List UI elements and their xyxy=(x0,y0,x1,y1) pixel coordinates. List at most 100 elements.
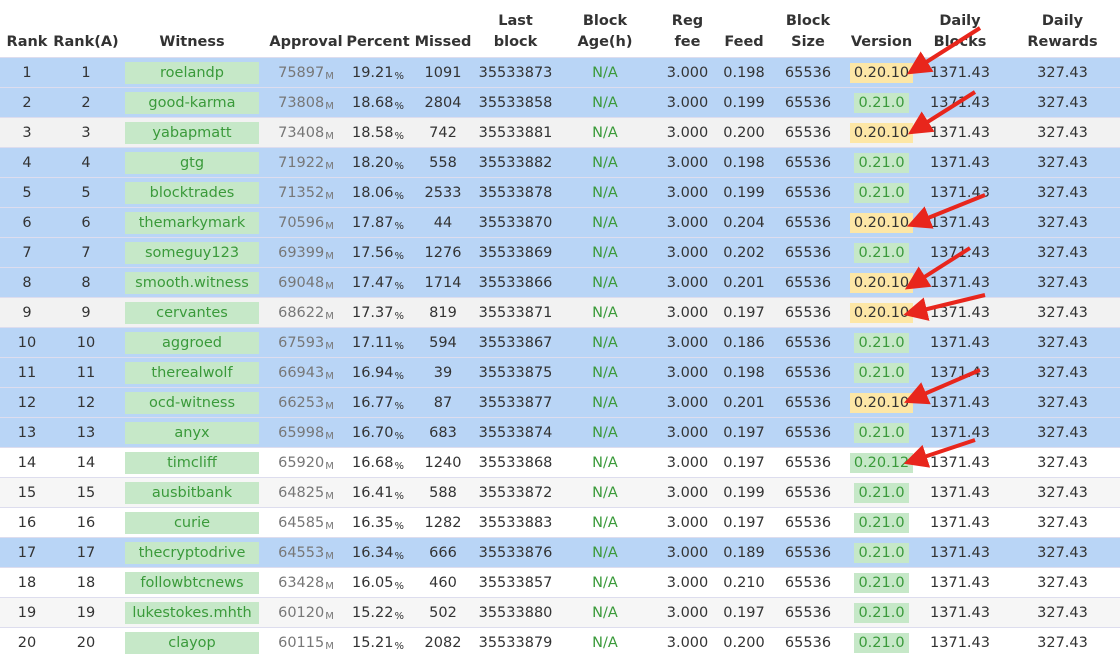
table-cell: 67593 M xyxy=(266,328,346,357)
cell-text: 35533877 xyxy=(478,394,553,411)
cell-text: 35533868 xyxy=(478,454,553,471)
approval: 60120 xyxy=(278,604,325,621)
version-badge: 0.20.10 xyxy=(849,122,914,143)
percent: 18.68 xyxy=(351,94,394,111)
table-cell: 3.000 xyxy=(655,628,720,657)
table-cell: 0.21.0 xyxy=(848,568,915,597)
cell-text: 65536 xyxy=(784,604,832,621)
table-cell: 60115 M xyxy=(266,628,346,657)
table-row: 2 2 good-karma 73808 M 18.68% 2804 35533858 N/A 3… xyxy=(0,87,1120,117)
cell-text: 65536 xyxy=(784,154,832,171)
table-cell: 3.000 xyxy=(655,508,720,537)
cell-text: 1371.43 xyxy=(930,364,990,381)
table-cell: 35533871 xyxy=(476,298,555,327)
table-cell: 327.43 xyxy=(1005,88,1120,117)
cell-text: 35533879 xyxy=(478,634,553,651)
table-cell: themarkymark xyxy=(118,208,266,237)
column-header: Daily Blocks xyxy=(933,13,987,50)
table-cell: 502 xyxy=(410,598,476,627)
table-cell: 1714 xyxy=(410,268,476,297)
table-cell: 1 xyxy=(0,58,54,87)
cell-text: 35533858 xyxy=(478,94,553,111)
version-badge: 0.21.0 xyxy=(854,602,909,623)
witness-name: anyx xyxy=(125,421,259,444)
cell-text: 35533878 xyxy=(478,184,553,201)
column-header: Missed xyxy=(414,34,472,50)
version-badge: 0.21.0 xyxy=(854,542,909,563)
unit: % xyxy=(394,461,405,472)
table-cell: therealwolf xyxy=(118,358,266,387)
table-cell: 0.197 xyxy=(720,448,768,477)
cell-text: 327.43 xyxy=(1037,634,1088,651)
table-cell: N/A xyxy=(555,448,655,477)
table-row: 4 4 gtg 71922 M 18.20% 558 35533882 N/A 3.000 0.19… xyxy=(0,147,1120,177)
cell-text: 0.198 xyxy=(723,154,765,171)
block-age: N/A xyxy=(592,304,618,321)
table-cell: 0.197 xyxy=(720,598,768,627)
cell-text: 819 xyxy=(429,304,457,321)
table-cell: 0.200 xyxy=(720,628,768,657)
table-cell: N/A xyxy=(555,88,655,117)
cell-text: 3.000 xyxy=(666,424,709,441)
table-cell: 1371.43 xyxy=(915,538,1005,567)
table-cell: 3.000 xyxy=(655,268,720,297)
table-row: 10 10 aggroed 67593 M 17.11% 594 35533867 N/A 3.0… xyxy=(0,327,1120,357)
table-cell: 3.000 xyxy=(655,238,720,267)
table-cell: 1240 xyxy=(410,448,476,477)
approval: 66253 xyxy=(278,394,325,411)
unit: % xyxy=(394,491,405,502)
table-cell: 65536 xyxy=(768,88,848,117)
cell-text: 0.199 xyxy=(723,484,765,501)
cell-text: 6 xyxy=(22,214,32,231)
table-row: 11 11 therealwolf 66943 M 16.94% 39 35533875 N/A… xyxy=(0,357,1120,387)
cell-text: 1371.43 xyxy=(930,214,990,231)
table-cell: 71922 M xyxy=(266,148,346,177)
table-cell: someguy123 xyxy=(118,238,266,267)
table-cell: 3.000 xyxy=(655,178,720,207)
table-cell: 11 xyxy=(0,358,54,387)
cell-text: 327.43 xyxy=(1037,94,1088,111)
table-cell: 35533872 xyxy=(476,478,555,507)
table-cell: 3.000 xyxy=(655,58,720,87)
cell-text: 0.189 xyxy=(723,544,765,561)
table-cell: 588 xyxy=(410,478,476,507)
version-badge: 0.21.0 xyxy=(854,92,909,113)
table-cell: N/A xyxy=(555,418,655,447)
table-cell: 327.43 xyxy=(1005,508,1120,537)
cell-text: 0.197 xyxy=(723,304,765,321)
cell-text: 327.43 xyxy=(1037,214,1088,231)
cell-text: 16 xyxy=(76,514,96,531)
table-cell: 10 xyxy=(0,328,54,357)
table-cell: blocktrades xyxy=(118,178,266,207)
table-cell: N/A xyxy=(555,298,655,327)
table-cell: 64825 M xyxy=(266,478,346,507)
cell-text: 65536 xyxy=(784,304,832,321)
table-row: 16 16 curie 64585 M 16.35% 1282 35533883 N/A 3.00… xyxy=(0,507,1120,537)
cell-text: 12 xyxy=(17,394,37,411)
table-cell: 1371.43 xyxy=(915,628,1005,657)
table-cell: 63428 M xyxy=(266,568,346,597)
cell-text: 65536 xyxy=(784,94,832,111)
table-cell: 0.21.0 xyxy=(848,148,915,177)
cell-text: 2533 xyxy=(424,184,462,201)
table-cell: 4 xyxy=(0,148,54,177)
table-cell: N/A xyxy=(555,148,655,177)
table-cell: 327.43 xyxy=(1005,268,1120,297)
table-cell: N/A xyxy=(555,58,655,87)
table-cell: 65536 xyxy=(768,598,848,627)
block-age: N/A xyxy=(592,214,618,231)
table-cell: 65536 xyxy=(768,208,848,237)
table-cell: 19 xyxy=(0,598,54,627)
table-cell: 3.000 xyxy=(655,478,720,507)
table-cell: 327.43 xyxy=(1005,598,1120,627)
table-cell: 5 xyxy=(54,178,118,207)
unit: M xyxy=(325,581,334,592)
table-cell: 3.000 xyxy=(655,568,720,597)
table-cell: 35533874 xyxy=(476,418,555,447)
cell-text: 327.43 xyxy=(1037,274,1088,291)
cell-text: 3.000 xyxy=(666,394,709,411)
table-cell: 3.000 xyxy=(655,598,720,627)
cell-text: 1371.43 xyxy=(930,64,990,81)
version-badge: 0.21.0 xyxy=(854,182,909,203)
table-cell: 2804 xyxy=(410,88,476,117)
